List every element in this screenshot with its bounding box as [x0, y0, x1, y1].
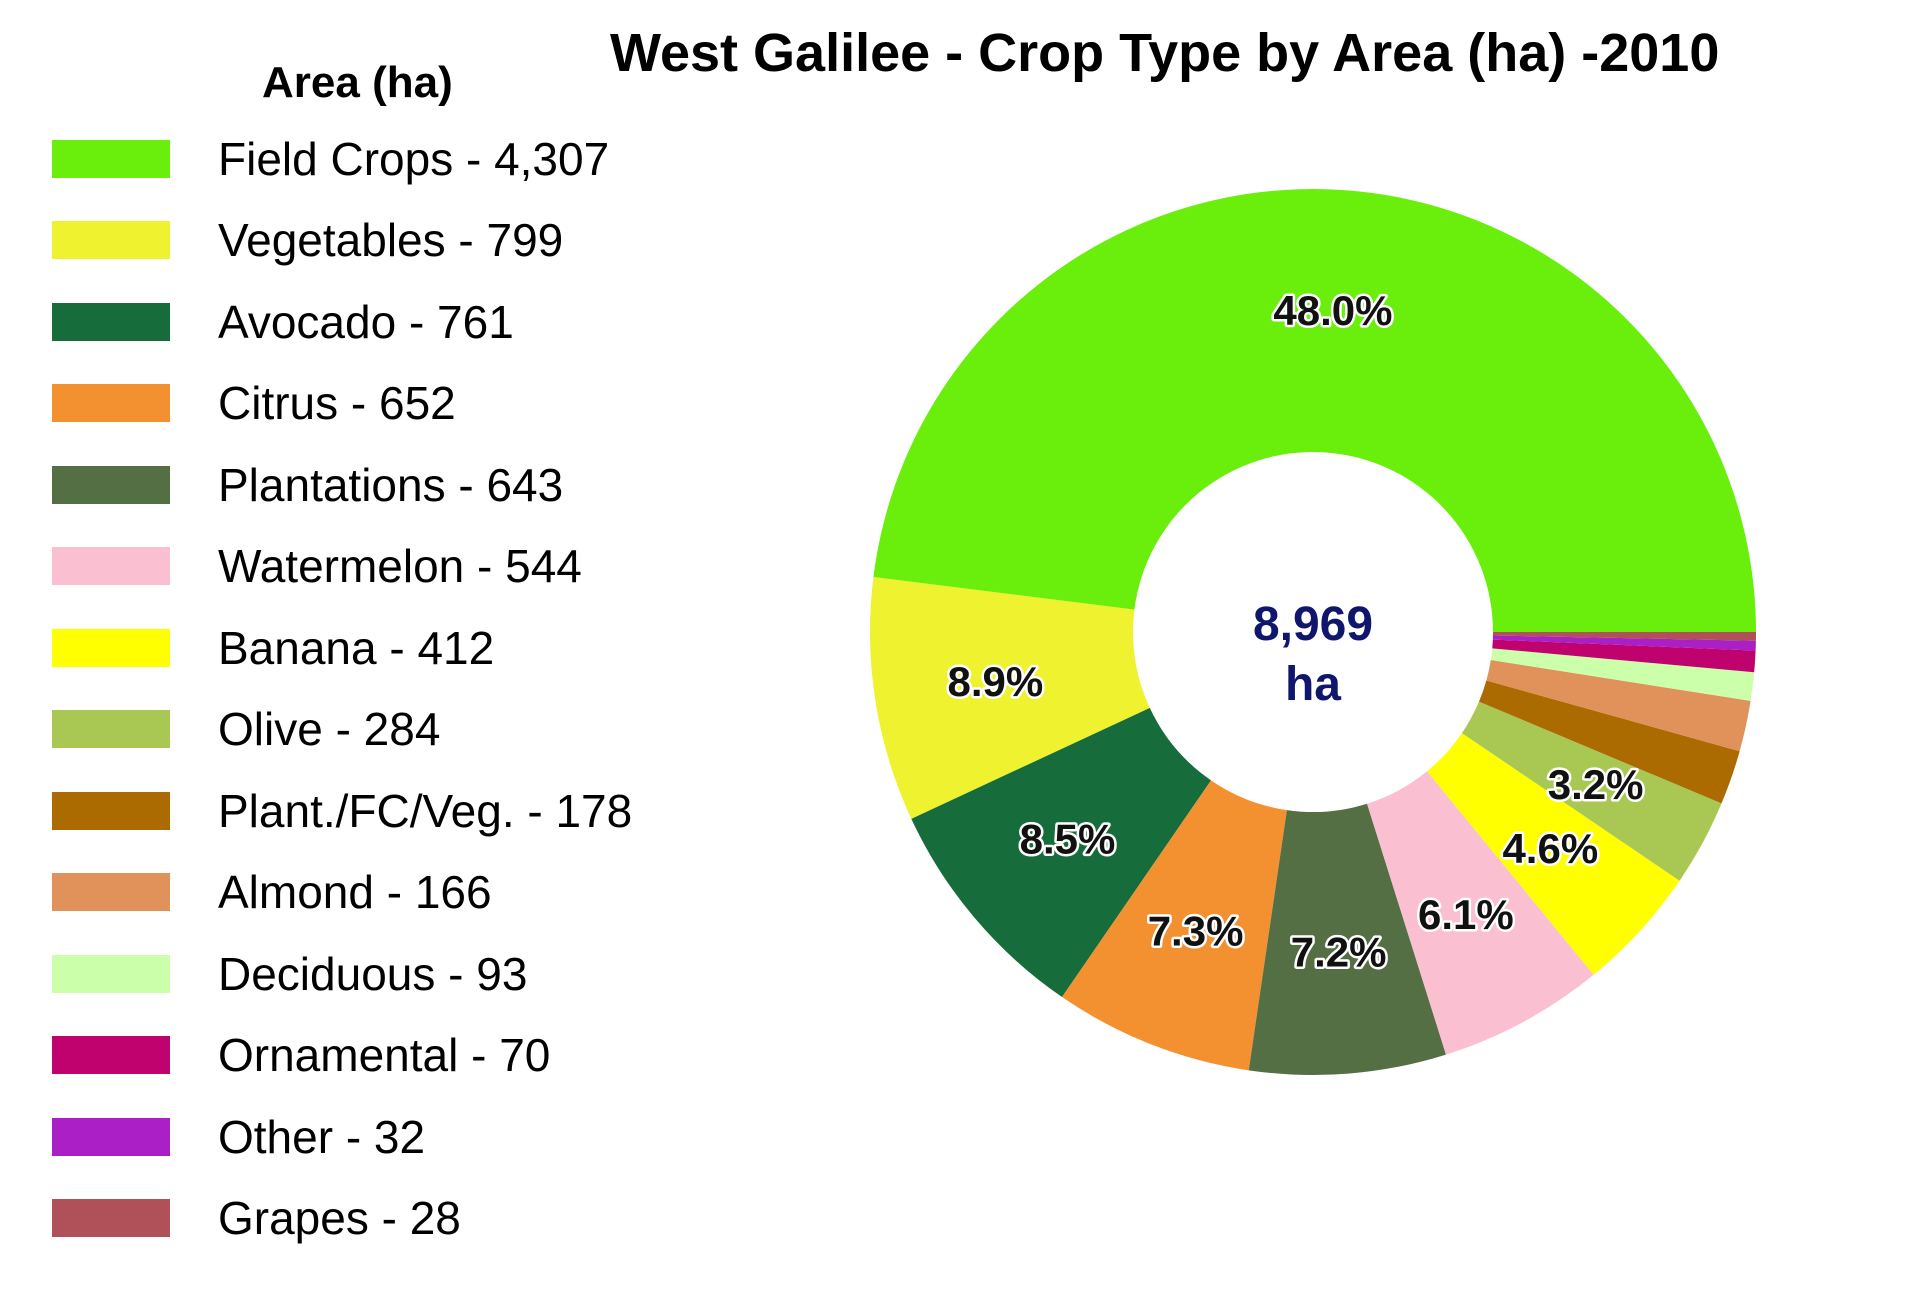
- slice-grapes: [1492, 632, 1756, 641]
- slice-labels: 48.0% 8.9% 8.5% 7.3% 7.2% 6.1% 4.6% 3.2%: [945, 285, 1646, 978]
- slice-vegetables: [870, 577, 1150, 819]
- legend-label-almond: Almond - 166: [218, 866, 492, 919]
- legend-title: Area (ha): [262, 58, 453, 107]
- legend-label-field-crops: Field Crops - 4,307: [218, 132, 610, 185]
- slice-olive: [1461, 701, 1722, 881]
- center-total-unit: ha: [1285, 658, 1341, 711]
- legend-item-other: Other - 32: [52, 1096, 632, 1178]
- legend-swatch-avocado: [52, 302, 170, 341]
- legend-item-deciduous: Deciduous - 93: [52, 933, 632, 1015]
- slice-ornamental: [1492, 639, 1756, 673]
- slice-avocado: [911, 707, 1212, 998]
- legend-item-olive: Olive - 284: [52, 689, 632, 771]
- legend-item-ornamental: Ornamental - 70: [52, 1015, 632, 1097]
- legend-item-almond: Almond - 166: [52, 852, 632, 934]
- legend-swatch-field-crops: [52, 139, 170, 178]
- legend-swatch-plantations: [52, 465, 170, 504]
- legend-swatch-citrus: [52, 384, 170, 423]
- legend-item-citrus: Citrus - 652: [52, 363, 632, 445]
- donut-slices: [870, 189, 1756, 1076]
- legend-swatch-watermelon: [52, 547, 170, 586]
- pct-label-field-crops: 48.0%: [1273, 287, 1392, 334]
- pct-label-vegetables: 8.9%: [948, 658, 1044, 705]
- pct-label-avocado: 8.5%: [1020, 816, 1116, 863]
- legend-swatch-almond: [52, 873, 170, 912]
- legend-item-avocado: Avocado - 761: [52, 281, 632, 363]
- legend-item-field-crops: Field Crops - 4,307: [52, 118, 632, 200]
- legend-label-vegetables: Vegetables - 799: [218, 214, 564, 267]
- legend-item-banana: Banana - 412: [52, 607, 632, 689]
- pct-label-citrus: 7.3%: [1148, 907, 1244, 954]
- legend-items: Field Crops - 4,307 Vegetables - 799 Avoca…: [52, 118, 632, 1259]
- slice-field-crops: [873, 189, 1756, 632]
- chart-title: West Galilee - Crop Type by Area (ha) -2…: [610, 23, 1720, 83]
- legend-label-olive: Olive - 284: [218, 703, 441, 756]
- slice-watermelon: [1367, 771, 1594, 1055]
- legend-item-grapes: Grapes - 28: [52, 1178, 632, 1260]
- legend-label-banana: Banana - 412: [218, 621, 495, 674]
- legend-swatch-ornamental: [52, 1036, 170, 1075]
- pct-label-watermelon: 6.1%: [1418, 891, 1514, 938]
- slice-plant-fc-veg: [1478, 680, 1740, 804]
- legend-item-watermelon: Watermelon - 544: [52, 526, 632, 608]
- legend-label-plant-fc-veg: Plant./FC/Veg. - 178: [218, 784, 633, 837]
- legend-label-plantations: Plantations - 643: [218, 458, 564, 511]
- center-total-value: 8,969: [1253, 598, 1373, 651]
- legend-label-watermelon: Watermelon - 544: [218, 540, 582, 593]
- legend-swatch-vegetables: [52, 221, 170, 260]
- pct-label-banana: 4.6%: [1502, 825, 1598, 872]
- legend-label-deciduous: Deciduous - 93: [218, 947, 528, 1000]
- legend-item-plantations: Plantations - 643: [52, 444, 632, 526]
- legend-swatch-olive: [52, 710, 170, 749]
- legend-swatch-banana: [52, 628, 170, 667]
- legend-swatch-grapes: [52, 1199, 170, 1238]
- legend: Area (ha) Field Crops - 4,307 Vegetables …: [52, 48, 632, 1259]
- legend-swatch-plant-fc-veg: [52, 791, 170, 830]
- legend-swatch-other: [52, 1117, 170, 1156]
- legend-label-other: Other - 32: [218, 1110, 426, 1163]
- legend-item-vegetables: Vegetables - 799: [52, 200, 632, 282]
- slice-deciduous: [1490, 648, 1755, 701]
- slice-banana: [1427, 733, 1680, 975]
- slice-other: [1492, 635, 1756, 651]
- legend-label-citrus: Citrus - 652: [218, 377, 456, 430]
- slice-almond: [1486, 660, 1751, 752]
- slice-plantations: [1248, 803, 1446, 1076]
- legend-swatch-deciduous: [52, 954, 170, 993]
- legend-label-grapes: Grapes - 28: [218, 1192, 461, 1245]
- legend-label-ornamental: Ornamental - 70: [218, 1029, 551, 1082]
- pct-label-plantations: 7.2%: [1291, 928, 1387, 975]
- legend-item-plant-fc-veg: Plant./FC/Veg. - 178: [52, 770, 632, 852]
- slice-citrus: [1062, 780, 1287, 1071]
- legend-label-avocado: Avocado - 761: [218, 295, 514, 348]
- pct-label-olive: 3.2%: [1548, 761, 1644, 808]
